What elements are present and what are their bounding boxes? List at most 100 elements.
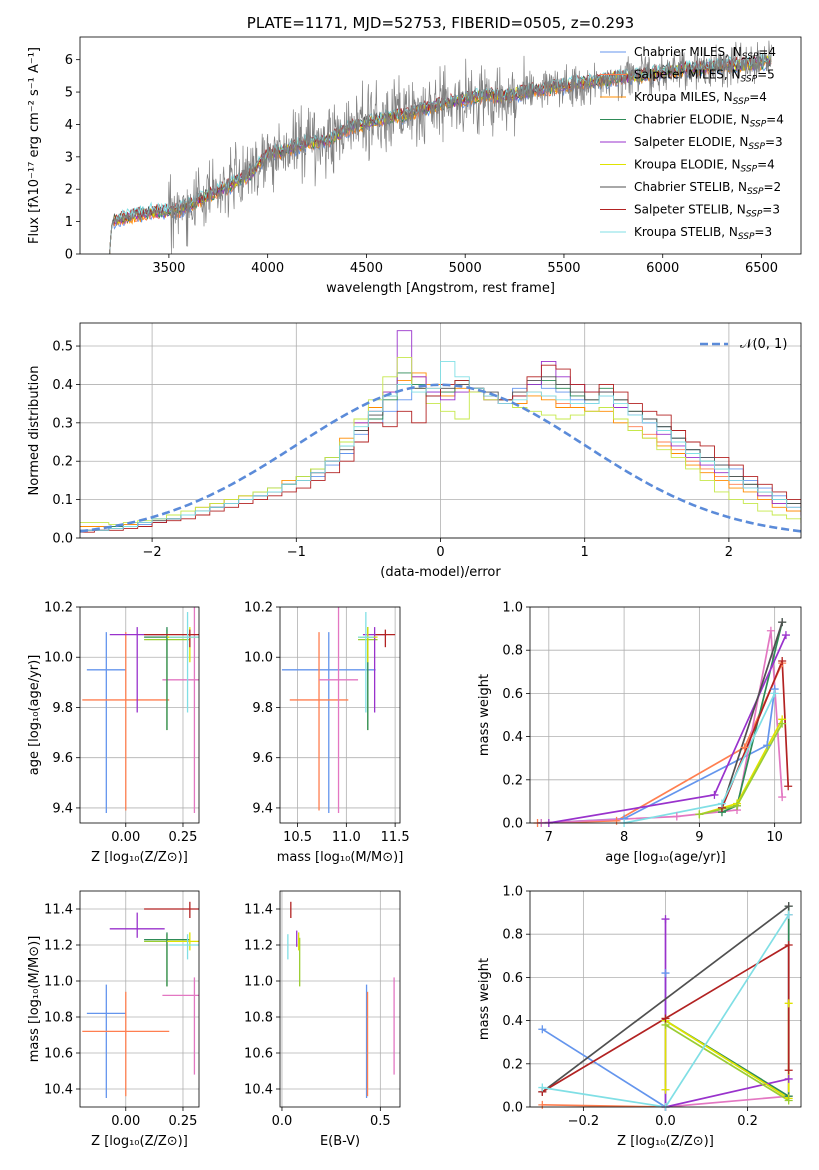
legend-label-suffix: =4 xyxy=(749,90,767,104)
series-marker xyxy=(784,941,793,949)
panel-spectrum: 3500 4000 4500 5000 5500 6000 6500 0 1 2 3 4 5 6 wavel… xyxy=(27,14,802,296)
chart-title: PLATE=1171, MJD=52753, FIBERID=0505, z=0… xyxy=(247,14,634,32)
y-tick-label: 1.0 xyxy=(502,885,523,900)
plot-area xyxy=(82,607,199,813)
y-axis-label: Normed distribution xyxy=(27,366,42,496)
legend-label-suffix: =4 xyxy=(766,113,784,127)
series-line xyxy=(721,621,784,809)
y-tick-label: 2 xyxy=(65,183,73,198)
errorbar-point xyxy=(82,991,170,1097)
x-tick-label: 1 xyxy=(581,545,589,560)
errorbar-point xyxy=(86,632,126,813)
x-tick-label: 0.0 xyxy=(272,1114,293,1129)
series-line xyxy=(665,1024,790,1102)
series-marker xyxy=(778,618,787,627)
x-tick-label: −1 xyxy=(287,545,306,560)
legend: Chabrier MILES, NSSP=4 Salpeter MILES, NS… xyxy=(600,45,784,242)
legend-label-suffix: =3 xyxy=(765,135,783,149)
y-tick-label: 9.8 xyxy=(52,701,73,716)
x-axis-label: E(B-V) xyxy=(320,1134,360,1149)
plot-area xyxy=(82,901,199,1098)
x-tick-label: 4500 xyxy=(350,261,383,276)
legend-label-suffix: =2 xyxy=(764,180,782,194)
series-marker xyxy=(778,719,787,728)
legend-label-text: Kroupa MILES, N xyxy=(634,90,733,104)
x-axis-label: wavelength [Angstrom, rest frame] xyxy=(326,281,555,296)
legend-label-subscript: SSP xyxy=(746,210,763,220)
y-tick-label: 10.2 xyxy=(44,601,73,616)
plot-area xyxy=(287,901,395,1098)
y-tick-label: 10.4 xyxy=(44,1083,73,1098)
series-line xyxy=(548,634,787,823)
x-axis-label: (data-model)/error xyxy=(380,565,501,580)
x-tick-label: −0.2 xyxy=(568,1114,600,1129)
y-tick-label: 11.2 xyxy=(244,939,273,954)
legend-label-suffix: =4 xyxy=(757,158,775,172)
panel-mass-vs-Z: 0.00 0.25 10.4 10.6 10.8 11.0 11.2 11.4 Z [log₁₀… xyxy=(27,890,200,1149)
axes-frame xyxy=(79,890,200,1108)
axes-frame xyxy=(529,890,802,1108)
y-tick-label: 10.6 xyxy=(44,1047,73,1062)
y-tick-label: 0.0 xyxy=(502,817,523,832)
y-tick-label: 9.6 xyxy=(252,751,273,766)
y-tick-label: 11.2 xyxy=(44,939,73,954)
series-marker xyxy=(778,793,787,802)
series-marker xyxy=(770,689,779,698)
y-tick-label: 0.1 xyxy=(52,493,73,508)
series-marker xyxy=(661,915,670,924)
y-tick-label: 10.4 xyxy=(244,1083,273,1098)
y-tick-label: 11.4 xyxy=(244,903,273,918)
series-marker xyxy=(763,741,772,750)
axes-frame xyxy=(279,890,401,1108)
plot-area xyxy=(281,607,396,813)
series-marker xyxy=(784,902,793,911)
legend-gaussian-label: 𝒩(0, 1) xyxy=(740,337,787,352)
series-marker xyxy=(778,657,787,665)
series-line xyxy=(541,905,790,1093)
series-marker xyxy=(733,801,742,810)
x-tick-label: 4000 xyxy=(251,261,284,276)
y-tick-label: 11.0 xyxy=(44,975,73,990)
errorbar-point xyxy=(375,629,396,648)
legend-label-text: Salpeter ELODIE, N xyxy=(634,135,748,149)
errorbar-point xyxy=(281,632,376,813)
series-marker xyxy=(784,910,793,919)
series-marker xyxy=(538,1025,547,1034)
x-tick-label: 10.5 xyxy=(283,830,312,845)
legend-entry-label: Salpeter MILES, NSSP=5 xyxy=(634,68,775,85)
series-marker xyxy=(661,969,670,978)
legend-label-text: Chabrier STELIB, N xyxy=(634,180,747,194)
series-line xyxy=(542,914,790,1107)
gaussian-curve xyxy=(80,383,801,533)
y-tick-label: 9.8 xyxy=(252,701,273,716)
histogram-series xyxy=(80,364,801,533)
panel-age-vs-mass: 10.5 11.0 11.5 9.4 9.6 9.8 10.0 10.2 mass [log₁₀… xyxy=(244,601,410,866)
legend-label-suffix: =5 xyxy=(757,68,775,82)
legend-entry-label: Chabrier MILES, NSSP=4 xyxy=(634,45,776,62)
x-tick-label: 6500 xyxy=(745,261,778,276)
errorbar-point xyxy=(162,977,199,1075)
x-tick-label: 0.0 xyxy=(655,1114,676,1129)
panel-age-vs-Z: 0.00 0.25 9.4 9.6 9.8 10.0 10.2 Z [log₁₀(Z/Z⊙)]… xyxy=(27,601,200,865)
series-marker xyxy=(538,1100,547,1109)
series-marker xyxy=(784,1074,793,1083)
y-tick-label: 1 xyxy=(65,215,73,230)
errorbar-point xyxy=(144,629,199,648)
errorbar-point xyxy=(319,607,359,813)
y-tick-label: 0.4 xyxy=(502,1014,523,1029)
y-tick-label: 3 xyxy=(65,150,73,165)
series-marker xyxy=(766,626,775,635)
x-axis-label: Z [log₁₀(Z/Z⊙)] xyxy=(91,1134,188,1149)
series-line xyxy=(665,906,790,1098)
x-tick-label: 0 xyxy=(436,545,444,560)
legend-label-subscript: SSP xyxy=(741,75,758,85)
series-marker xyxy=(538,1083,547,1092)
legend-entry-label: Kroupa MILES, NSSP=4 xyxy=(634,90,767,107)
y-tick-label: 0.2 xyxy=(502,773,523,788)
y-tick-label: 10.8 xyxy=(244,1011,273,1026)
y-tick-label: 0.2 xyxy=(502,1057,523,1072)
legend-label-text: Kroupa STELIB, N xyxy=(634,225,738,239)
x-tick-label: 0.25 xyxy=(169,830,198,845)
y-tick-label: 11.0 xyxy=(244,975,273,990)
legend-label-text: Salpeter STELIB, N xyxy=(634,203,746,217)
